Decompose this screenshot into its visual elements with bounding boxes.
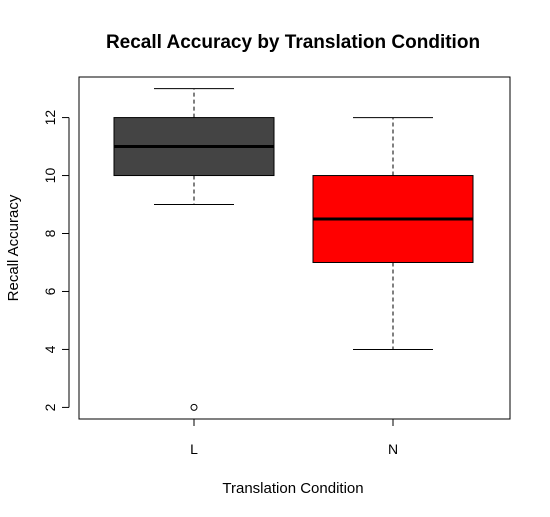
y-tick-label: 4 (42, 345, 58, 353)
y-tick-label: 2 (42, 403, 58, 411)
y-axis: 2 4 6 8 10 12 (42, 110, 70, 411)
boxes (113, 88, 474, 411)
outlier-point (190, 403, 198, 411)
x-tick-label: N (388, 441, 398, 457)
x-tick-label: L (190, 441, 198, 457)
y-tick-label: 6 (42, 287, 58, 295)
plot-frame (78, 76, 511, 420)
y-tick-label: 8 (42, 229, 58, 237)
y-axis-label: Recall Accuracy (5, 194, 22, 301)
x-axis-label: Translation Condition (222, 480, 363, 497)
box-L (113, 88, 275, 411)
y-tick-label: 12 (42, 110, 58, 126)
chart-title: Recall Accuracy by Translation Condition (106, 32, 480, 53)
y-tick-label: 10 (42, 168, 58, 184)
box-N (312, 117, 474, 350)
